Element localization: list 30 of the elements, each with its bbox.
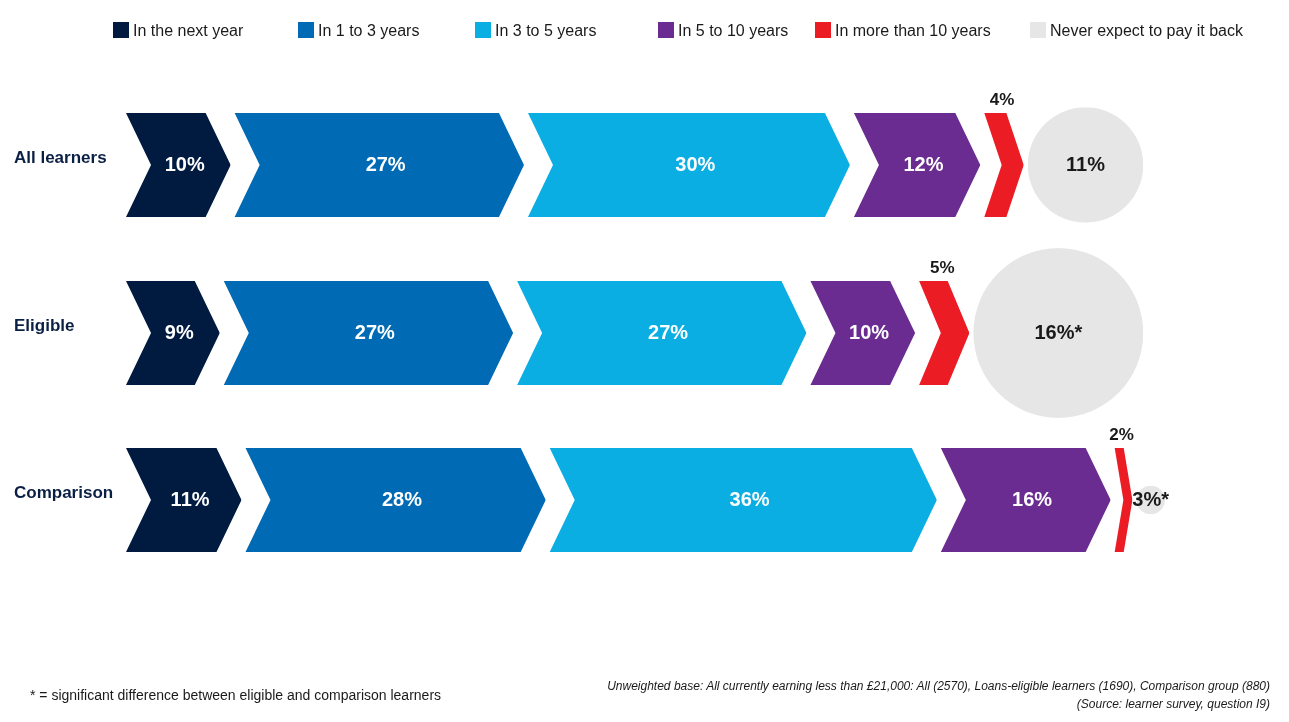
legend-label: In more than 10 years (835, 22, 991, 39)
data-label: 2% (1109, 425, 1134, 444)
text: (Source: learner survey, question I9) (1076, 697, 1270, 711)
data-label: 16% (1012, 488, 1053, 510)
data-label: 4% (989, 90, 1015, 109)
legend-label: In 1 to 3 years (318, 22, 420, 39)
data-label: 28% (381, 488, 423, 510)
y-tick-label: Comparison (14, 483, 114, 502)
legend-label: In 3 to 5 years (495, 22, 597, 39)
data-label: 27% (365, 153, 406, 175)
data-label: 5% (929, 258, 955, 277)
data-label: 11% (1066, 153, 1106, 175)
data-label: 10% (849, 321, 890, 343)
data-label: 9% (164, 321, 194, 343)
legend-label: In 5 to 10 years (678, 22, 789, 39)
legend-label: Never expect to pay it back (1050, 22, 1244, 39)
data-label: 16%* (1034, 321, 1083, 343)
data-label: 27% (648, 321, 689, 343)
legend-label: In the next year (133, 22, 244, 39)
y-tick-label: All learners (14, 148, 107, 167)
data-label: 3%* (1132, 488, 1170, 510)
y-tick-label: Eligible (14, 316, 75, 335)
data-label: 27% (354, 321, 396, 343)
data-label: 11% (170, 488, 210, 510)
data-label: 36% (729, 488, 770, 510)
data-label: 12% (903, 153, 944, 175)
text: Unweighted base: All currently earning less than £21,000: All (2570), Loans-eligible learners (1690), Comparison group (880) (607, 679, 1270, 693)
text: * = significant difference between eligible and comparison learners (30, 687, 442, 703)
data-label: 30% (675, 153, 716, 175)
data-label: 10% (164, 153, 205, 175)
